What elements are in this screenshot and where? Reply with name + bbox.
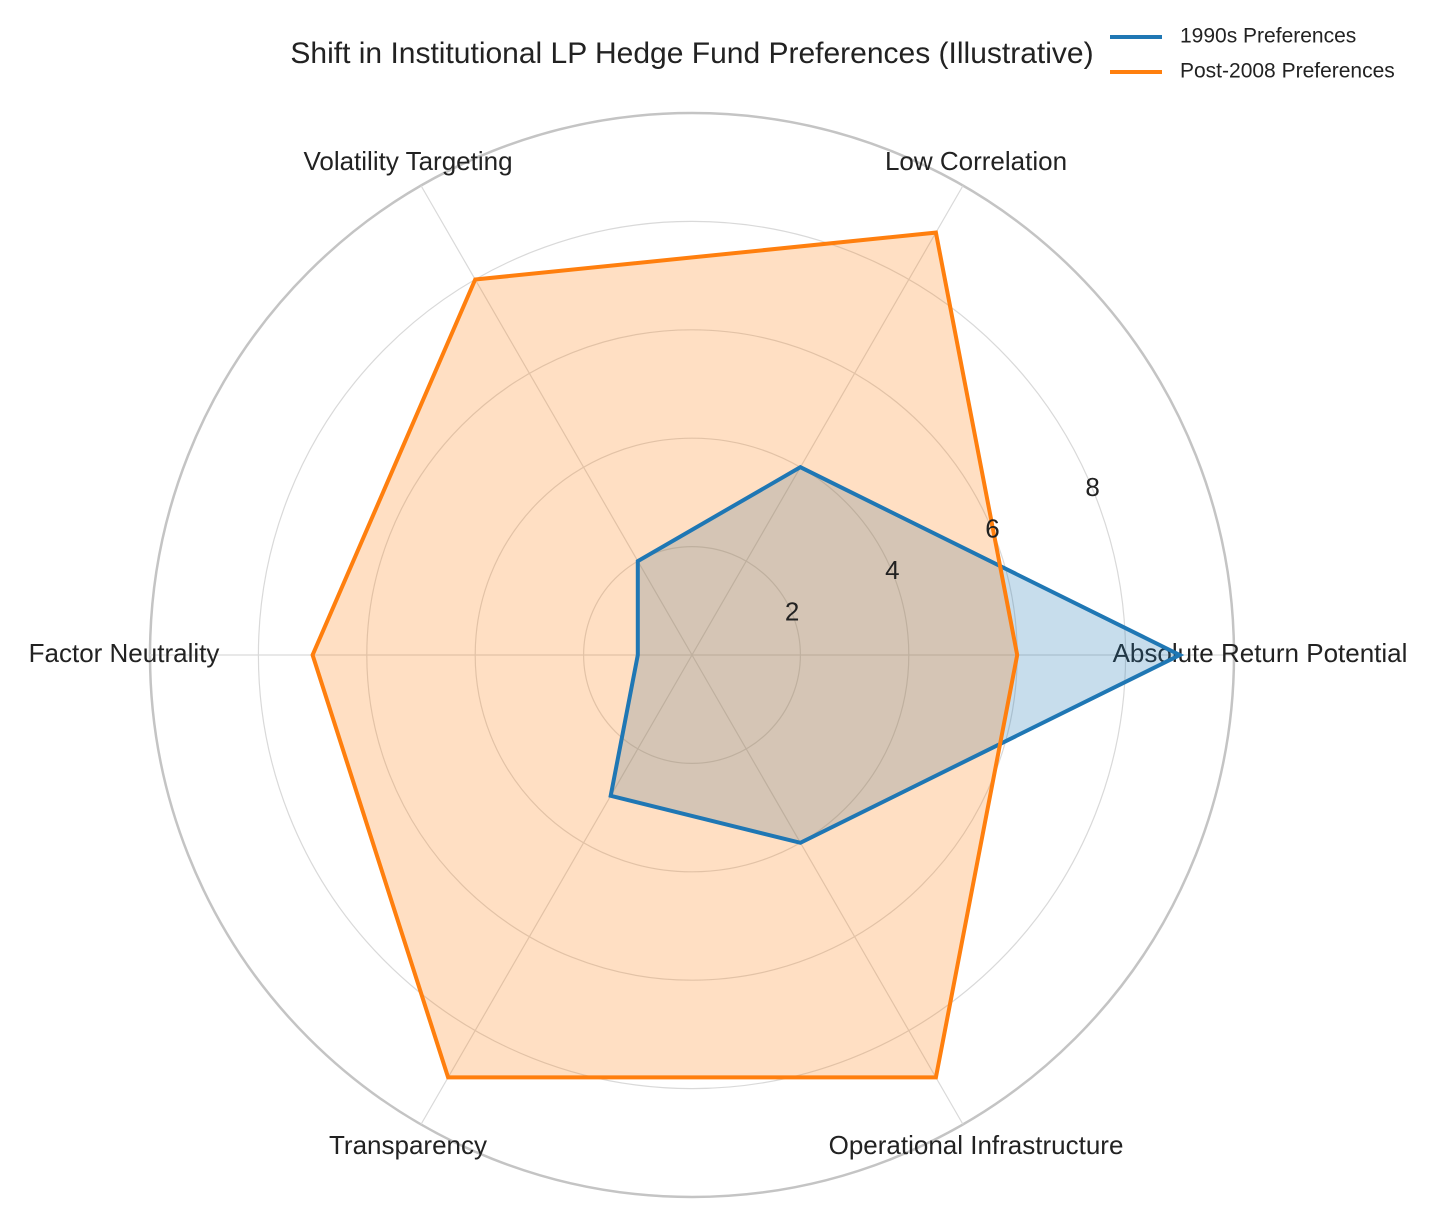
spoke: [420, 654, 693, 1125]
spoke: [691, 185, 964, 656]
series-area: [312, 232, 1018, 1078]
r-tick-label: 4: [885, 555, 899, 585]
spoke: [420, 185, 693, 656]
series-line: [310, 230, 1020, 1080]
legend-label: Post-2008 Preferences: [1180, 60, 1395, 83]
category-label: Transparency: [329, 1130, 487, 1160]
r-tick-label: 8: [1085, 472, 1099, 502]
legend-label: 1990s Preferences: [1180, 25, 1356, 48]
chart-title: Shift in Institutional LP Hedge Fund Pre…: [290, 37, 1093, 70]
category-label: Operational Infrastructure: [829, 1130, 1124, 1160]
r-tick-label: 2: [785, 596, 799, 626]
series-area: [610, 467, 1180, 843]
series-line: [608, 464, 1185, 845]
category-label: Factor Neutrality: [29, 638, 220, 668]
category-label: Low Correlation: [885, 146, 1067, 176]
category-label: Volatility Targeting: [303, 146, 512, 176]
r-tick-label: 6: [985, 513, 999, 543]
spoke: [691, 654, 964, 1125]
